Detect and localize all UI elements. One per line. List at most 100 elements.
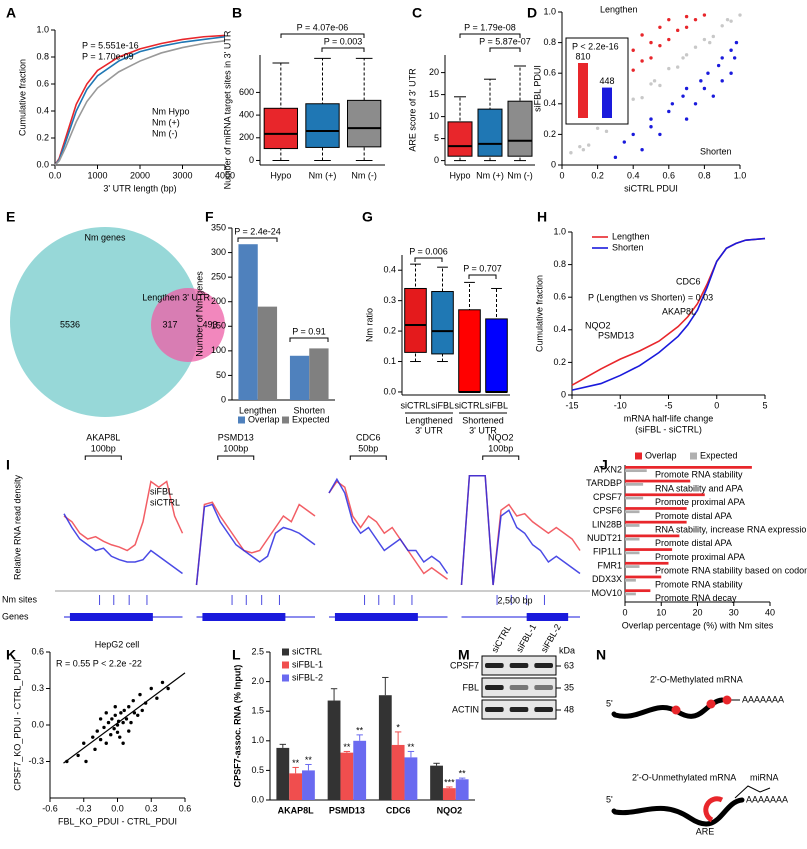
y-tick-label: 15 [429, 89, 439, 99]
gene-exon [526, 613, 569, 621]
band [534, 707, 553, 712]
category-label: siCTRL [454, 400, 484, 410]
bar [442, 788, 456, 800]
scale-bar [482, 455, 520, 460]
legend-label: siCTRL [292, 646, 322, 656]
point [732, 56, 737, 60]
gene-name: NQO2 [488, 432, 514, 442]
gap-label: 2,500 bp [497, 595, 532, 605]
bar [309, 348, 329, 400]
y-axis-label: CPSF7-assoc. RNA (% Input) [232, 665, 242, 788]
protein-label: FBL [462, 682, 479, 692]
panel-label: B [232, 5, 242, 21]
bracket [468, 274, 497, 279]
y-tick-label: 1.0 [36, 24, 49, 34]
y-tick-label: 0.8 [36, 51, 49, 61]
y-tick-label: 150 [211, 321, 226, 331]
point [667, 66, 671, 71]
row-label: Nm sites [2, 594, 38, 604]
methyl-site [722, 695, 732, 705]
box [347, 99, 382, 148]
y-tick-label: 0.0 [31, 719, 44, 729]
bar [625, 592, 636, 596]
y-tick-label: 0 [249, 155, 254, 165]
significance: *** [444, 777, 455, 787]
point [569, 151, 573, 155]
diagram-label: miRNA [750, 772, 779, 782]
y-tick-label: 0.5 [251, 765, 264, 775]
note: Promote RNA stability based on codon [655, 566, 807, 576]
group-label: 3' UTR [469, 425, 497, 435]
point [166, 686, 170, 691]
point [640, 59, 644, 63]
y-tick-label: 0.2 [553, 357, 566, 367]
y-tick-label: 350 [211, 222, 226, 232]
x-axis-label: FBL_KO_PDUI - CTRL_PDUI [58, 816, 177, 826]
point [113, 713, 117, 717]
line [54, 40, 226, 166]
venn-label: Lengthen 3' UTR [142, 292, 210, 302]
box [447, 121, 473, 157]
x-tick-label: 4000 [215, 170, 235, 180]
note: RNA stability, increase RNA expression [655, 524, 807, 534]
category-label: MOV10 [591, 588, 622, 598]
legend-label: Overlap [248, 414, 280, 424]
y-tick-label: 0 [434, 155, 439, 165]
point [649, 56, 653, 60]
x-tick-label: 0.4 [627, 170, 640, 180]
point [729, 71, 733, 75]
box [477, 108, 503, 157]
point [129, 720, 133, 725]
point [104, 741, 108, 745]
panel-label: C [412, 5, 422, 21]
y-tick-label: 0.8 [553, 259, 566, 269]
y-tick-label: 5 [434, 133, 439, 143]
y-tick-label: 0.6 [31, 646, 44, 656]
category-label: Lengthen [239, 405, 277, 415]
band [509, 685, 529, 690]
y-axis-label: Number of miRNA target sites in 3' UTR [222, 30, 232, 189]
y-axis-label: siFBL PDUI [532, 65, 542, 112]
gene-exon [334, 613, 418, 621]
x-tick-label: 0.0 [49, 170, 62, 180]
gene-exon [69, 613, 153, 621]
annotation: P = 0.707 [463, 263, 502, 273]
point [160, 680, 165, 685]
line [54, 35, 226, 166]
y-tick-label: 0 [561, 389, 566, 399]
point [649, 40, 653, 45]
point [658, 25, 662, 29]
y-axis-label: Cumulative fraction [17, 59, 27, 136]
annotation: P = 0.006 [409, 246, 448, 256]
annotation: P = 0.003 [324, 36, 363, 46]
group-label: Shortened [462, 415, 504, 425]
point [693, 45, 698, 49]
y-tick-label: 0.6 [553, 292, 566, 302]
annotation: P = 5.551e-16 [82, 40, 139, 50]
scale-bar [217, 455, 255, 460]
x-tick-label: -0.3 [76, 803, 92, 813]
point [667, 17, 671, 22]
x-tick-label: 40 [765, 607, 775, 617]
category-label: FMR1 [598, 560, 623, 570]
y-tick-label: 1.0 [543, 6, 556, 16]
point [640, 33, 644, 37]
y-tick-label: 300 [211, 247, 226, 257]
x-tick-label: -5 [664, 400, 672, 410]
point [118, 735, 122, 739]
x-tick-label: 5 [762, 400, 767, 410]
bar [404, 757, 418, 800]
point [82, 741, 86, 745]
legend-swatch [282, 661, 289, 669]
cap [611, 711, 617, 717]
panel-label: H [537, 209, 547, 225]
point [587, 143, 591, 147]
panel-label: I [6, 457, 10, 473]
y-tick-label: 50 [216, 370, 226, 380]
y-tick-label: 0.2 [36, 132, 49, 142]
y-tick-label: 200 [239, 132, 254, 142]
point [98, 737, 103, 742]
annotation: P = 1.79e-08 [464, 22, 516, 32]
x-axis-label: siCTRL PDUI [624, 183, 678, 193]
